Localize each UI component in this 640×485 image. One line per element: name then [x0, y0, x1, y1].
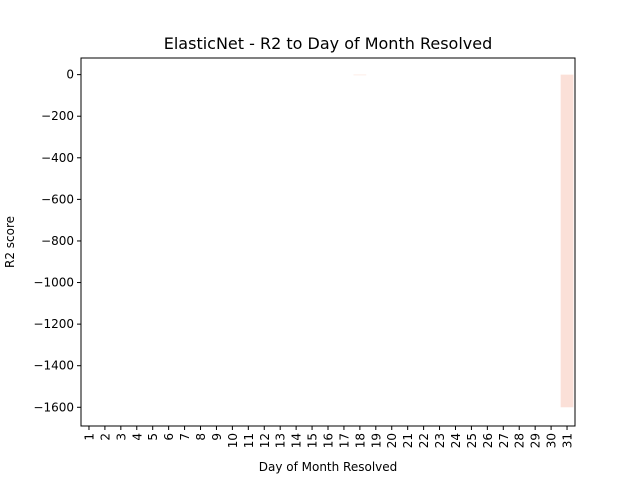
x-tick-label: 15: [306, 433, 320, 448]
bar-day-13: [273, 74, 287, 76]
x-axis-label: Day of Month Resolved: [259, 460, 398, 474]
x-tick-label: 27: [497, 433, 511, 448]
y-tick-label: −1600: [33, 400, 74, 414]
x-tick-label: 1: [82, 433, 96, 441]
x-tick-label: 25: [465, 433, 479, 448]
bar-day-4: [130, 74, 144, 76]
plot-frame: [80, 57, 576, 427]
y-tick-label: 0: [66, 68, 74, 82]
x-tick-label: 8: [194, 433, 208, 441]
bar-day-23: [433, 74, 446, 76]
x-ticks: 1 2 3 4 5 6 7 8 9 10 11 12 13 14 15 16 17 18 19 20 21 22 23 24 2…: [82, 426, 575, 448]
x-tick-label: 18: [353, 433, 367, 448]
x-tick-label: 29: [529, 433, 543, 448]
x-tick-label: 21: [401, 433, 415, 448]
bar-day-20: [385, 74, 399, 76]
bar-day-29: [528, 74, 542, 76]
x-tick-label: 13: [274, 433, 288, 448]
bar-day-12: [257, 74, 271, 76]
bar-day-10: [226, 74, 239, 76]
bar-day-17: [337, 74, 351, 76]
x-tick-label: 16: [322, 433, 336, 448]
x-tick-label: 11: [242, 433, 256, 448]
y-tick-label: −1200: [33, 317, 74, 331]
bar-day-11: [241, 74, 255, 76]
x-tick-label: 4: [130, 433, 144, 441]
bar-day-19: [369, 74, 383, 76]
bar-day-18: [353, 74, 367, 76]
y-tick-label: −800: [41, 234, 74, 248]
x-tick-label: 23: [433, 433, 447, 448]
x-tick-label: 28: [513, 433, 527, 448]
x-tick-label: 10: [226, 433, 240, 448]
bar-day-6: [162, 74, 176, 76]
bar-day-27: [496, 74, 510, 76]
y-tick-label: −1400: [33, 359, 74, 373]
y-tick-label: −400: [41, 151, 74, 165]
bar-day-31: [560, 74, 574, 408]
bar-day-22: [417, 74, 430, 76]
bar-day-24: [449, 74, 462, 76]
x-tick-label: 7: [178, 433, 192, 441]
bar-day-1: [82, 74, 96, 76]
x-tick-label: 5: [146, 433, 160, 441]
x-tick-label: 17: [337, 433, 351, 448]
x-tick-label: 31: [561, 433, 575, 448]
x-tick-label: 2: [98, 433, 112, 441]
y-ticks: 0 −200 −400 −600 −800 −1000 −1200 −1400 −1600: [33, 68, 81, 414]
bar-day-7: [178, 74, 191, 76]
x-tick-label: 6: [162, 433, 176, 441]
x-tick-label: 26: [481, 433, 495, 448]
bar-day-16: [321, 74, 335, 76]
bar-day-30: [544, 74, 558, 76]
x-tick-label: 14: [290, 433, 304, 448]
bar-day-28: [512, 74, 526, 76]
x-tick-label: 20: [385, 433, 399, 448]
y-tick-label: −600: [41, 192, 74, 206]
bars-layer: [82, 74, 574, 408]
x-tick-label: 19: [369, 433, 383, 448]
x-tick-label: 24: [449, 433, 463, 448]
x-tick-label: 22: [417, 433, 431, 448]
x-tick-label: 30: [545, 433, 559, 448]
y-tick-label: −200: [41, 109, 74, 123]
x-tick-label: 12: [258, 433, 272, 448]
bar-day-14: [289, 74, 303, 76]
bar-day-9: [210, 74, 223, 76]
bar-day-5: [146, 74, 160, 76]
bar-day-15: [305, 74, 319, 76]
bar-day-8: [194, 74, 207, 76]
bar-day-2: [98, 74, 112, 76]
bar-day-3: [114, 74, 128, 76]
x-tick-label: 9: [210, 433, 224, 441]
y-axis-label: R2 score: [3, 216, 17, 268]
bar-day-26: [480, 74, 494, 76]
y-tick-label: −1000: [33, 276, 74, 290]
bar-day-25: [465, 74, 478, 76]
bar-day-21: [401, 74, 415, 76]
chart-title: ElasticNet - R2 to Day of Month Resolved: [164, 34, 492, 53]
x-tick-label: 3: [114, 433, 128, 441]
